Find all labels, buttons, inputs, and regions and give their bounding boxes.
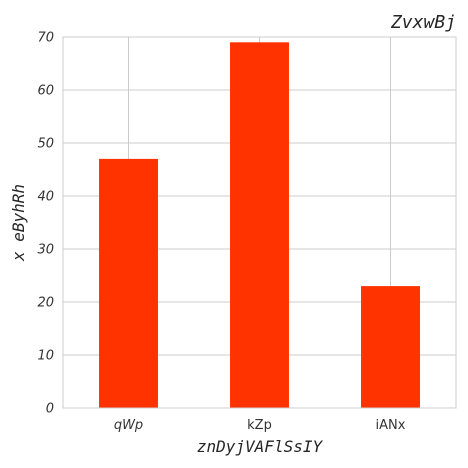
y-tick-label: 20 [37, 296, 54, 311]
y-tick-label: 0 [46, 402, 54, 417]
bar-kZp [230, 42, 289, 409]
x-tick-label: iANx [376, 418, 406, 433]
chart-title: ZvxwBj [390, 12, 456, 33]
y-axis-label: x eByhRh [9, 184, 28, 262]
x-tick-labels: qWp kZp iANx [114, 418, 406, 433]
y-tick-label: 40 [37, 190, 54, 205]
y-tick-label: 50 [37, 137, 54, 152]
plot-frame [62, 36, 457, 409]
bar-qWp [99, 158, 158, 408]
x-tick-label: kZp [247, 418, 272, 433]
y-tick-label: 60 [37, 84, 54, 99]
y-tick-labels: 0 10 20 30 40 50 60 70 [37, 31, 54, 417]
x-tick-label: qWp [114, 418, 143, 433]
bars [99, 42, 420, 409]
y-tick-label: 70 [37, 31, 54, 46]
bar-iANx [361, 286, 420, 408]
y-tick-label: 30 [37, 243, 54, 258]
x-axis-label: znDyjVAFlSsIY [197, 437, 324, 456]
y-tick-label: 10 [37, 349, 54, 364]
